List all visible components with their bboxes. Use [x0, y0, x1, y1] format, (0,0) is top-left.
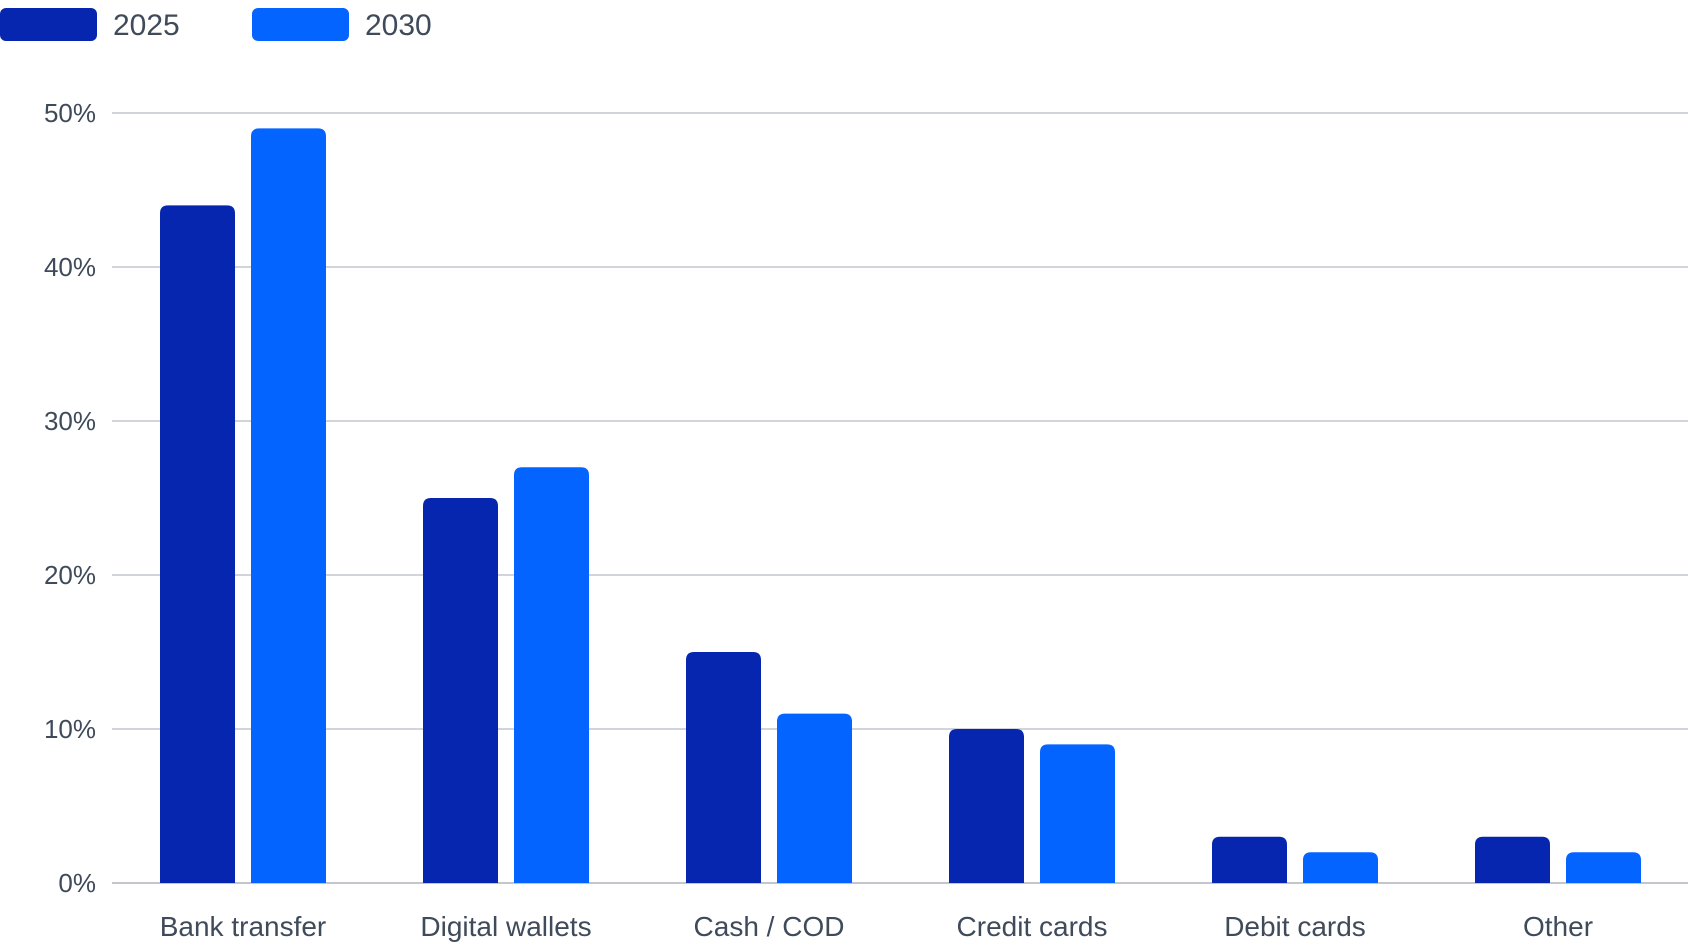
- legend-swatch-2025: [0, 8, 97, 41]
- legend-label-2025: 2025: [113, 9, 180, 42]
- x-axis-labels: Bank transfer Digital wallets Cash / COD Cr…: [160, 911, 1593, 942]
- gridlines: [112, 112, 1688, 884]
- bar-bank-transfer-2025: [160, 205, 235, 883]
- x-tick-label-debit-cards: Debit cards: [1224, 911, 1366, 942]
- bar-credit-cards-2030: [1040, 744, 1115, 883]
- y-tick-label-30: 30%: [44, 406, 96, 436]
- bar-cash-cod-2030: [777, 713, 852, 883]
- y-tick-label-20: 20%: [44, 560, 96, 590]
- bar-digital-wallets-2025: [423, 498, 498, 883]
- bar-credit-cards-2025: [949, 729, 1024, 883]
- x-tick-label-bank-transfer: Bank transfer: [160, 911, 327, 942]
- x-tick-label-other: Other: [1523, 911, 1593, 942]
- y-tick-label-50: 50%: [44, 98, 96, 128]
- y-tick-label-10: 10%: [44, 714, 96, 744]
- bars: [160, 128, 1641, 883]
- bar-debit-cards-2030: [1303, 852, 1378, 883]
- bar-other-2030: [1566, 852, 1641, 883]
- x-tick-label-cash-cod: Cash / COD: [694, 911, 845, 942]
- legend: 2025 2030: [0, 8, 432, 42]
- x-tick-label-digital-wallets: Digital wallets: [420, 911, 591, 942]
- legend-swatch-2030: [252, 8, 349, 41]
- bar-cash-cod-2025: [686, 652, 761, 883]
- bar-other-2025: [1475, 836, 1550, 883]
- bar-debit-cards-2025: [1212, 836, 1287, 883]
- y-axis-ticks: 0% 10% 20% 30% 40% 50%: [44, 98, 96, 898]
- bar-digital-wallets-2030: [514, 467, 589, 883]
- legend-label-2030: 2030: [365, 9, 432, 42]
- y-tick-label-0: 0%: [58, 868, 96, 898]
- bar-bank-transfer-2030: [251, 128, 326, 883]
- y-tick-label-40: 40%: [44, 252, 96, 282]
- x-tick-label-credit-cards: Credit cards: [957, 911, 1108, 942]
